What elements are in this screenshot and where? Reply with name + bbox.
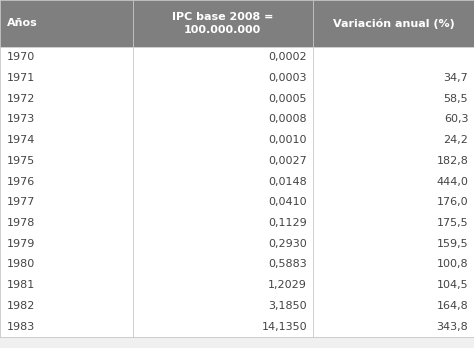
Text: 175,5: 175,5 [437,218,468,228]
Bar [133,316,313,337]
Text: 14,1350: 14,1350 [262,322,307,332]
Bar [313,88,474,109]
Text: 24,2: 24,2 [444,135,468,145]
Text: Años: Años [7,18,38,29]
Bar [313,233,474,254]
Bar [313,316,474,337]
Bar [133,88,313,109]
Text: 1983: 1983 [7,322,36,332]
Bar [0,275,133,295]
Bar [0,171,133,192]
Text: 1,2029: 1,2029 [268,280,307,290]
Text: 1981: 1981 [7,280,36,290]
Bar [313,171,474,192]
Bar [133,171,313,192]
Bar [133,233,313,254]
Bar [0,192,133,213]
Text: 34,7: 34,7 [444,73,468,83]
Bar [313,0,474,47]
Text: 0,0005: 0,0005 [269,94,307,104]
Bar [0,316,133,337]
Bar [0,68,133,88]
Text: IPC base 2008 =
100.000.000: IPC base 2008 = 100.000.000 [172,12,273,35]
Bar [313,192,474,213]
Text: 0,0410: 0,0410 [269,197,307,207]
Bar [133,295,313,316]
Text: 0,0008: 0,0008 [269,114,307,125]
Text: 1980: 1980 [7,259,36,269]
Bar [0,233,133,254]
Bar [313,109,474,130]
Bar [133,47,313,68]
Text: 343,8: 343,8 [437,322,468,332]
Text: 1977: 1977 [7,197,36,207]
Text: 164,8: 164,8 [437,301,468,311]
Text: 60,3: 60,3 [444,114,468,125]
Text: 0,0027: 0,0027 [268,156,307,166]
Bar [313,213,474,233]
Bar [0,109,133,130]
Text: 1976: 1976 [7,176,36,187]
Text: 1979: 1979 [7,239,36,249]
Bar [133,68,313,88]
Bar [133,275,313,295]
Text: 0,0148: 0,0148 [268,176,307,187]
Text: 0,0003: 0,0003 [269,73,307,83]
Text: 1974: 1974 [7,135,36,145]
Bar [133,130,313,150]
Bar [0,88,133,109]
Bar [313,254,474,275]
Text: 0,1129: 0,1129 [268,218,307,228]
Text: 0,0002: 0,0002 [269,52,307,62]
Bar [313,47,474,68]
Text: 1982: 1982 [7,301,36,311]
Text: 182,8: 182,8 [437,156,468,166]
Bar [313,130,474,150]
Bar [133,213,313,233]
Text: 3,1850: 3,1850 [269,301,307,311]
Bar [133,192,313,213]
Text: 0,0010: 0,0010 [269,135,307,145]
Bar [0,130,133,150]
Text: 1971: 1971 [7,73,36,83]
Bar [313,151,474,171]
Bar [0,254,133,275]
Bar [133,0,313,47]
Text: 159,5: 159,5 [437,239,468,249]
Bar [0,0,133,47]
Bar [133,151,313,171]
Text: 1970: 1970 [7,52,36,62]
Text: 104,5: 104,5 [437,280,468,290]
Text: 100,8: 100,8 [437,259,468,269]
Bar [133,254,313,275]
Text: Variación anual (%): Variación anual (%) [333,18,454,29]
Bar [0,151,133,171]
Text: 0,2930: 0,2930 [268,239,307,249]
Bar [0,47,133,68]
Bar [313,275,474,295]
Bar [0,295,133,316]
Text: 444,0: 444,0 [437,176,468,187]
Text: 1975: 1975 [7,156,36,166]
Bar [133,109,313,130]
Text: 176,0: 176,0 [437,197,468,207]
Text: 1972: 1972 [7,94,36,104]
Text: 58,5: 58,5 [444,94,468,104]
Text: 1978: 1978 [7,218,36,228]
Bar [313,68,474,88]
Text: 1973: 1973 [7,114,36,125]
Bar [0,213,133,233]
Text: 0,5883: 0,5883 [268,259,307,269]
Bar [313,295,474,316]
